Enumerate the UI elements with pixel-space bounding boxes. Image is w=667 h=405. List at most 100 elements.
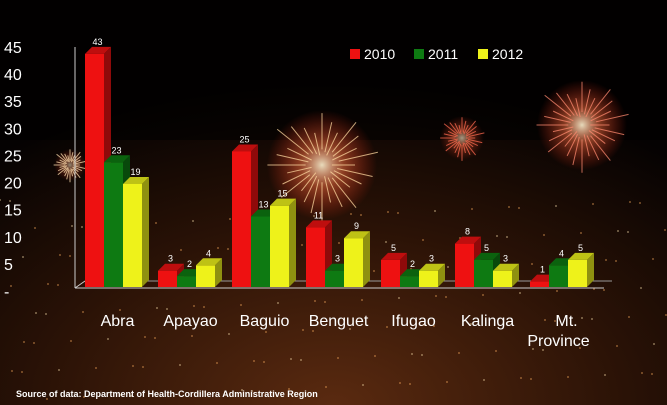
city-light <box>530 378 532 380</box>
bar <box>455 243 474 287</box>
city-light <box>543 234 545 236</box>
city-light <box>228 333 230 335</box>
spark <box>465 130 477 137</box>
spark <box>327 177 343 208</box>
spark <box>57 167 67 176</box>
city-light <box>81 226 83 228</box>
spark <box>67 155 70 163</box>
city-light <box>46 398 48 400</box>
spark <box>332 135 359 157</box>
y-tick-label: 30 <box>4 121 22 138</box>
category-label: Province <box>527 333 589 350</box>
firework-burst <box>54 149 86 181</box>
city-light <box>398 297 400 299</box>
bar-top <box>455 236 481 244</box>
city-light <box>604 374 606 376</box>
bar <box>568 259 587 287</box>
city-light <box>21 371 23 373</box>
city-light <box>555 205 557 207</box>
data-label: 5 <box>484 243 489 253</box>
spark <box>333 170 362 185</box>
city-light <box>374 355 376 357</box>
city-light <box>421 354 423 356</box>
spark <box>583 134 590 157</box>
bar-top <box>344 231 370 239</box>
bar <box>530 281 549 287</box>
city-light <box>302 329 304 331</box>
spark <box>544 115 571 123</box>
bar-top <box>196 258 222 266</box>
city-light <box>399 382 401 384</box>
bar-side <box>142 176 149 287</box>
bar-top <box>568 252 594 260</box>
spark <box>56 161 67 165</box>
spark <box>572 136 580 166</box>
city-light <box>397 212 399 214</box>
city-light <box>301 244 303 246</box>
spark <box>566 93 578 116</box>
data-label: 43 <box>92 37 102 47</box>
city-light <box>337 357 339 359</box>
spark <box>552 126 574 133</box>
spark <box>445 141 458 152</box>
city-light <box>265 331 267 333</box>
bar-top <box>85 46 111 54</box>
city-light <box>593 288 595 290</box>
data-label: 4 <box>206 248 211 258</box>
city-light <box>154 337 156 339</box>
city-light <box>520 377 522 379</box>
spark <box>466 126 477 135</box>
city-light <box>496 235 498 237</box>
city-light <box>665 314 667 316</box>
city-light <box>251 390 253 392</box>
city-light <box>130 395 132 397</box>
city-light <box>445 296 447 298</box>
spark <box>586 135 600 161</box>
city-light <box>579 347 581 349</box>
bar-top <box>306 220 332 228</box>
bar-side <box>215 258 222 287</box>
bar <box>177 276 196 287</box>
city-light <box>617 230 619 232</box>
spark <box>287 147 312 161</box>
spark <box>74 160 87 165</box>
city-light <box>58 369 60 371</box>
firework-burst <box>267 110 377 220</box>
category-label: Ifugao <box>391 313 436 330</box>
bar <box>419 270 438 287</box>
category-label: Abra <box>101 313 135 330</box>
city-light <box>664 229 666 231</box>
spark <box>66 169 70 180</box>
legend-label: 2010 <box>364 46 395 62</box>
city-light <box>507 321 509 323</box>
spark <box>331 177 357 208</box>
city-light <box>580 232 582 234</box>
city-light <box>277 302 279 304</box>
city-light <box>47 283 49 285</box>
spark <box>552 110 574 122</box>
spark <box>59 165 67 168</box>
city-light <box>652 258 654 260</box>
city-light <box>495 350 497 352</box>
bar <box>104 162 123 287</box>
city-light <box>483 379 485 381</box>
spark <box>290 126 314 154</box>
spark <box>72 151 81 162</box>
city-light <box>120 394 122 396</box>
legend-swatch <box>478 49 488 59</box>
city-light <box>338 242 340 244</box>
bar <box>325 270 344 287</box>
city-light <box>325 386 327 388</box>
y-tick-label: 5 <box>4 257 13 274</box>
city-light <box>34 227 36 229</box>
spark <box>447 138 458 142</box>
city-light <box>409 383 411 385</box>
city-light <box>263 361 265 363</box>
y-tick-label: 10 <box>4 230 22 247</box>
data-label: 11 <box>314 210 323 220</box>
floor-edge <box>74 280 86 289</box>
bar-side <box>363 231 370 287</box>
city-light <box>59 254 61 256</box>
city-light <box>592 203 594 205</box>
